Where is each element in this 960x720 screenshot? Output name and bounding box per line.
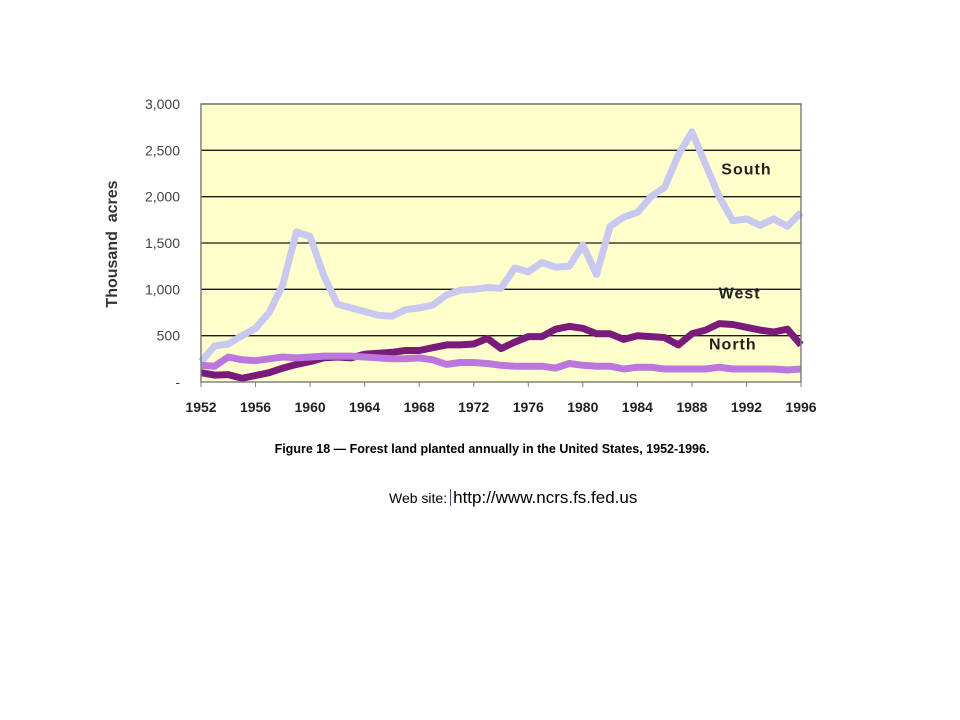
x-tick-label: 1952 (185, 399, 216, 415)
x-tick-label: 1988 (676, 399, 707, 415)
website-line: Web site: http://www.ncrs.fs.fed.us (389, 488, 637, 508)
series-label-south: South (721, 161, 771, 178)
figure-caption: Figure 18 — Forest land planted annually… (274, 442, 710, 456)
website-label: Web site: (389, 490, 448, 506)
x-tick-label: 1996 (785, 399, 816, 415)
y-tick-label: 2,000 (145, 189, 180, 205)
series-label-west: West (719, 286, 761, 303)
y-tick-label: 500 (157, 328, 181, 344)
x-tick-label: 1976 (513, 399, 544, 415)
series-line-west (200, 320, 804, 382)
x-tick-label: 1968 (404, 399, 435, 415)
y-axis-title: Thousand acres (104, 180, 121, 307)
x-axis-ticks: 1952 1956 1960 1964 1968 1972 1976 1980 1984 1988… (185, 382, 817, 415)
x-tick-label: 1980 (567, 399, 598, 415)
y-tick-label: 1,500 (145, 235, 180, 251)
y-tick-label: 3,000 (145, 96, 180, 112)
y-tick-label: - (175, 374, 180, 390)
x-tick-label: 1964 (349, 399, 380, 415)
y-tick-label: 1,000 (145, 281, 180, 297)
x-tick-label: 1972 (458, 399, 489, 415)
y-tick-label: 2,500 (145, 142, 180, 158)
series-lines (198, 128, 804, 382)
website-url[interactable]: http://www.ncrs.fs.fed.us (453, 488, 638, 507)
x-tick-label: 1956 (240, 399, 271, 415)
text-cursor (450, 489, 452, 506)
x-tick-label: 1984 (622, 399, 653, 415)
x-tick-label: 1992 (731, 399, 762, 415)
x-tick-label: 1960 (295, 399, 326, 415)
y-axis-ticks: - 500 1,000 1,500 2,000 2,500 3,000 (145, 96, 180, 390)
series-label-north: North (709, 337, 757, 354)
series-labels: South West North (709, 161, 771, 354)
series-line-north (200, 352, 802, 374)
series-line-south (198, 128, 804, 364)
plot-frame (200, 103, 802, 383)
